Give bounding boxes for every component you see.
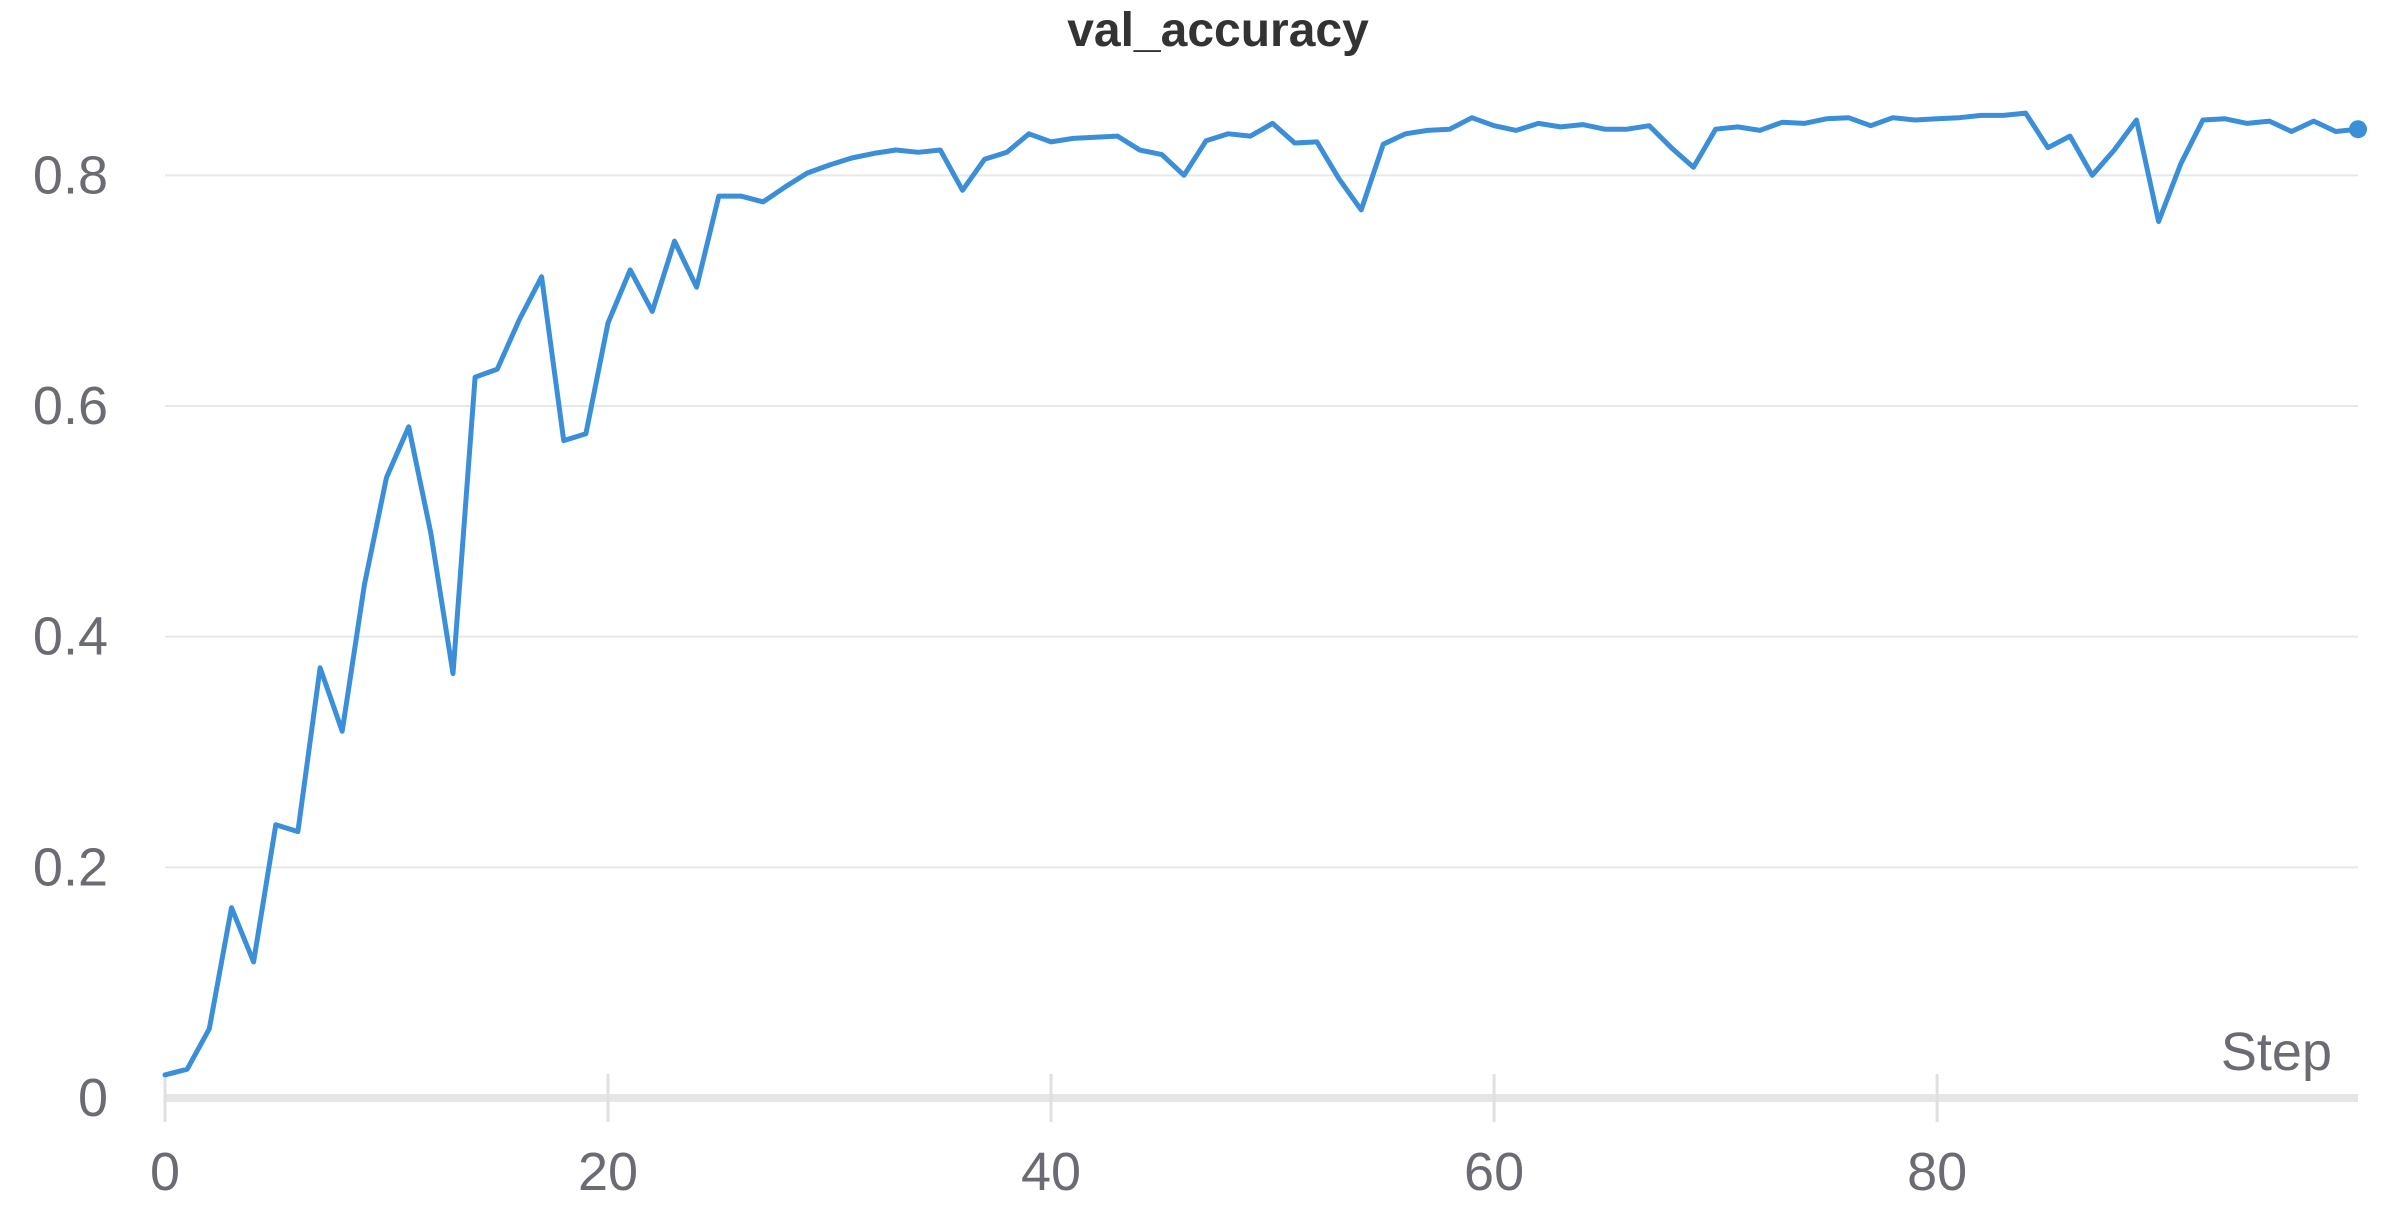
x-axis-label: Step	[2221, 1022, 2332, 1082]
gridlines	[165, 174, 2358, 869]
y-tick-label: 0.8	[33, 145, 108, 205]
y-tick-label: 0.2	[33, 837, 108, 897]
x-tick-label: 80	[1907, 1142, 1967, 1200]
x-tick-label: 0	[150, 1142, 180, 1200]
x-tick-label: 60	[1464, 1142, 1524, 1200]
x-axis	[163, 1074, 2358, 1122]
last-point-marker	[2349, 120, 2367, 139]
y-tick-label: 0.6	[33, 376, 108, 436]
x-tick-label: 20	[578, 1142, 638, 1200]
y-axis-tick-labels: 0 0.2 0.4 0.6 0.8	[33, 145, 108, 1128]
x-axis-tick-labels: 0 20 40 60 80	[150, 1142, 1967, 1202]
series-line	[162, 110, 2361, 1078]
y-tick-label: 0.4	[33, 607, 108, 667]
x-tick-label: 40	[1021, 1142, 1081, 1200]
y-tick-label: 0	[78, 1068, 108, 1128]
series-layer	[162, 110, 2367, 1078]
chart-title: val_accuracy	[1067, 4, 1369, 57]
